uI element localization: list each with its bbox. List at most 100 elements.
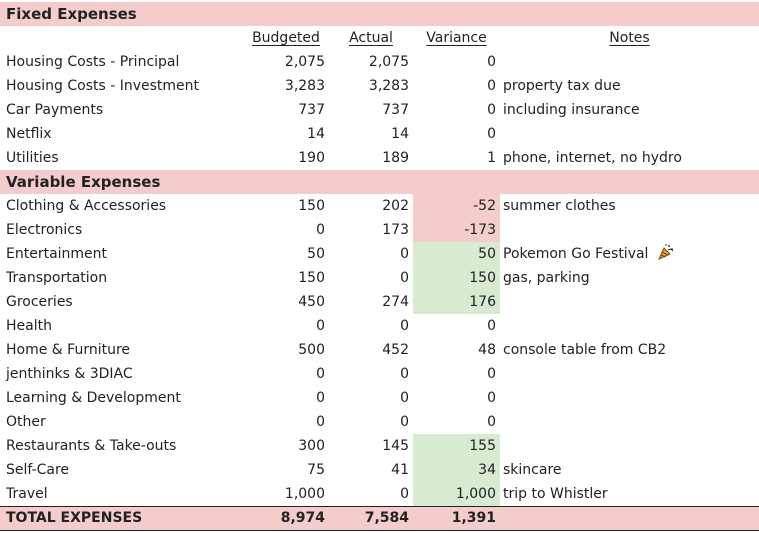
notes-value[interactable] (500, 122, 759, 146)
variance-value[interactable]: 0 (487, 366, 496, 382)
budgeted-value[interactable]: 1,000 (284, 486, 325, 502)
notes-value[interactable] (500, 434, 759, 458)
total-variance-value[interactable]: 1,391 (451, 510, 496, 526)
expense-label[interactable]: jenthinks & 3DIAC (6, 366, 133, 382)
expense-label[interactable]: Health (6, 318, 52, 334)
variance-value[interactable]: 1 (487, 150, 496, 166)
actual-value[interactable]: 0 (400, 414, 409, 430)
notes-value[interactable]: property tax due (503, 78, 621, 94)
total-budgeted-value[interactable]: 8,974 (280, 510, 325, 526)
expense-label[interactable]: Other (6, 414, 46, 430)
variance-value[interactable]: 155 (413, 434, 500, 458)
variance-value[interactable]: -52 (413, 194, 500, 218)
budgeted-value[interactable]: 2,075 (284, 54, 325, 70)
expense-label[interactable]: Self-Care (6, 462, 70, 478)
notes-value[interactable] (500, 218, 759, 242)
notes-value[interactable] (500, 290, 759, 314)
actual-value[interactable]: 737 (382, 102, 409, 118)
expense-label[interactable]: Housing Costs - Investment (6, 78, 200, 94)
notes-value[interactable] (500, 362, 759, 386)
actual-value[interactable]: 202 (382, 198, 409, 214)
expense-label[interactable]: Transportation (6, 270, 108, 286)
budgeted-value[interactable]: 190 (298, 150, 325, 166)
variable-expenses-section-header: Variable Expenses (0, 170, 759, 194)
actual-value[interactable]: 41 (391, 462, 409, 478)
expense-label[interactable]: Learning & Development (6, 390, 181, 406)
notes-value[interactable]: trip to Whistler (503, 486, 608, 502)
budgeted-value[interactable]: 0 (316, 366, 325, 382)
expense-label[interactable]: Clothing & Accessories (6, 198, 167, 214)
budgeted-value[interactable]: 0 (316, 390, 325, 406)
notes-cell[interactable]: Pokemon Go Festival (500, 242, 759, 266)
variance-value[interactable]: 0 (487, 414, 496, 430)
actual-value[interactable]: 2,075 (368, 54, 409, 70)
notes-value[interactable]: skincare (503, 462, 562, 478)
budgeted-value[interactable]: 450 (298, 294, 325, 310)
notes-value: Pokemon Go Festival (503, 246, 649, 262)
variance-value[interactable]: 0 (487, 126, 496, 142)
expense-label[interactable]: Housing Costs - Principal (6, 54, 180, 70)
budgeted-value[interactable]: 300 (298, 438, 325, 454)
budgeted-value[interactable]: 737 (298, 102, 325, 118)
notes-value[interactable] (500, 314, 759, 338)
budgeted-value[interactable]: 50 (307, 246, 325, 262)
actual-value[interactable]: 0 (400, 390, 409, 406)
expense-label[interactable]: Home & Furniture (6, 342, 131, 358)
actual-value[interactable]: 452 (382, 342, 409, 358)
actual-value[interactable]: 189 (382, 150, 409, 166)
budgeted-value[interactable]: 75 (307, 462, 325, 478)
actual-value[interactable]: 0 (400, 318, 409, 334)
variance-value[interactable]: 176 (413, 290, 500, 314)
notes-value[interactable] (500, 50, 759, 74)
expense-label[interactable]: Netflix (6, 126, 52, 142)
budgeted-value[interactable]: 0 (316, 318, 325, 334)
variance-value[interactable]: 0 (487, 54, 496, 70)
variance-value[interactable]: 1,000 (413, 482, 500, 506)
total-actual-value[interactable]: 7,584 (364, 510, 409, 526)
variance-value[interactable]: 150 (413, 266, 500, 290)
expense-label[interactable]: Car Payments (6, 102, 104, 118)
budgeted-value[interactable]: 0 (316, 222, 325, 238)
expense-label[interactable]: Groceries (6, 294, 73, 310)
budgeted-value[interactable]: 3,283 (284, 78, 325, 94)
budgeted-value[interactable]: 150 (298, 198, 325, 214)
actual-value[interactable]: 0 (400, 270, 409, 286)
notes-value[interactable]: console table from CB2 (503, 342, 667, 358)
notes-value[interactable]: including insurance (503, 102, 640, 118)
budgeted-value[interactable]: 0 (316, 414, 325, 430)
table-row: Housing Costs - Investment 3,283 3,283 0… (0, 74, 759, 98)
budgeted-value[interactable]: 500 (298, 342, 325, 358)
expense-label[interactable]: Travel (6, 486, 48, 502)
actual-value[interactable]: 274 (382, 294, 409, 310)
notes-value[interactable]: phone, internet, no hydro (503, 150, 682, 166)
actual-value[interactable]: 173 (382, 222, 409, 238)
variance-value[interactable]: 48 (478, 342, 496, 358)
budgeted-value[interactable]: 150 (298, 270, 325, 286)
variance-value[interactable]: 0 (487, 78, 496, 94)
actual-value[interactable]: 145 (382, 438, 409, 454)
variance-value[interactable]: 0 (487, 318, 496, 334)
actual-value[interactable]: 0 (400, 246, 409, 262)
actual-value[interactable]: 14 (391, 126, 409, 142)
expense-label[interactable]: Entertainment (6, 246, 108, 262)
variance-value[interactable]: 34 (413, 458, 500, 482)
variance-value[interactable]: 0 (487, 390, 496, 406)
variance-value[interactable]: 50 (413, 242, 500, 266)
notes-value[interactable]: summer clothes (503, 198, 616, 214)
variance-value[interactable]: -173 (413, 218, 500, 242)
total-label[interactable]: TOTAL EXPENSES (6, 510, 143, 526)
budgeted-value[interactable]: 14 (307, 126, 325, 142)
actual-value[interactable]: 0 (400, 366, 409, 382)
notes-value[interactable] (500, 410, 759, 434)
actual-value[interactable]: 3,283 (368, 78, 409, 94)
expense-label[interactable]: Utilities (6, 150, 59, 166)
notes-value[interactable] (500, 386, 759, 410)
notes-value[interactable]: gas, parking (503, 270, 590, 286)
actual-value[interactable]: 0 (400, 486, 409, 502)
expense-label[interactable]: Electronics (6, 222, 83, 238)
expense-label[interactable]: Restaurants & Take-outs (6, 438, 177, 454)
variance-value[interactable]: 0 (487, 102, 496, 118)
table-row: Netflix 14 14 0 (0, 122, 759, 146)
total-notes-cell[interactable] (500, 507, 759, 530)
